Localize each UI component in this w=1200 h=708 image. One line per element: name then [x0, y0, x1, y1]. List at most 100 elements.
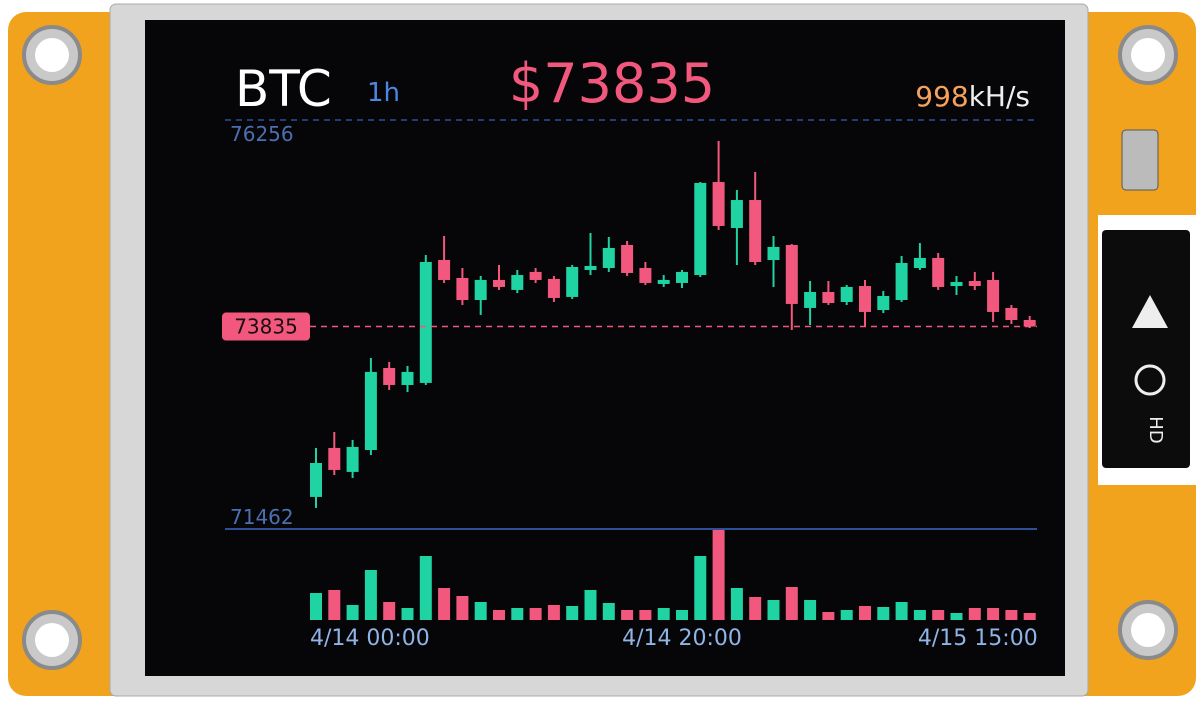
candle-body [346, 446, 359, 472]
volume-bar [749, 597, 762, 620]
volume-bar [474, 602, 487, 620]
sticker-icon [1134, 364, 1166, 396]
candle-body [767, 246, 780, 261]
candle-body [547, 278, 560, 298]
candle-body [639, 268, 652, 283]
candle-body [621, 244, 634, 273]
label-sticker [1102, 230, 1190, 468]
volume-bar [401, 608, 414, 620]
volume-bar [639, 610, 652, 620]
current-price-tag [222, 312, 310, 341]
candle-body [804, 291, 817, 308]
candle-body [968, 280, 981, 287]
candle-body [730, 200, 743, 229]
volume-bar [657, 608, 670, 620]
volume-bar [346, 605, 359, 620]
resistor [1121, 129, 1159, 191]
mount-hole [35, 38, 69, 72]
candle-body [419, 261, 432, 383]
volume-bar [877, 607, 890, 620]
candle-body [401, 371, 414, 385]
candle-body [913, 257, 926, 269]
candle-body [364, 371, 377, 450]
candle-body [694, 182, 707, 276]
volume-bar [1023, 613, 1036, 620]
volume-bar [676, 610, 688, 620]
candle-body [840, 286, 853, 302]
candle-body [895, 262, 908, 301]
volume-bar [419, 556, 432, 620]
candle-body [950, 282, 963, 287]
candle-body [529, 271, 542, 280]
volume-bar [383, 602, 396, 620]
x-tick-label: 4/14 00:00 [310, 626, 430, 651]
mount-hole [35, 623, 69, 657]
volume-bar [566, 606, 579, 620]
volume-bar [602, 603, 615, 620]
candle-body [712, 182, 725, 226]
mount-hole [1131, 613, 1165, 647]
candle-body [676, 271, 688, 283]
volume-bar [493, 610, 505, 620]
volume-bar [310, 593, 322, 620]
candle-body [456, 278, 469, 301]
volume-bar [895, 602, 908, 620]
volume-bar [1005, 610, 1018, 620]
hashrate-value: 998 [915, 80, 968, 113]
volume-bar [584, 590, 597, 620]
ticker: BTC [235, 60, 332, 118]
price: $73835 [509, 52, 715, 115]
volume-bar [438, 588, 451, 620]
sticker-icon [1132, 295, 1168, 328]
candle-body [584, 265, 597, 270]
volume-bar [712, 530, 725, 620]
volume-bar [456, 596, 469, 620]
volume-bar [694, 556, 707, 620]
hashrate: 998kH/s [915, 80, 1030, 113]
candle-body [657, 279, 670, 284]
volume-bar [529, 608, 542, 620]
volume-bar [804, 600, 817, 620]
candle-body [822, 291, 835, 304]
mount-hole [1131, 38, 1165, 72]
candle-body [438, 260, 451, 280]
volume-bar [621, 610, 634, 620]
volume-bar [328, 590, 341, 620]
y-tick-label: 76256 [230, 122, 294, 146]
volume-bar [950, 613, 963, 620]
x-tick-label: 4/14 20:00 [622, 626, 742, 651]
candle-body [310, 462, 322, 497]
volume-bar [840, 610, 853, 620]
volume-bar [859, 606, 871, 620]
volume-bar [511, 608, 524, 620]
screen [145, 20, 1065, 676]
candle-body [877, 296, 890, 310]
candle-body [566, 266, 579, 297]
volume-bar [547, 605, 560, 620]
candle-body [328, 447, 341, 470]
volume-bar [968, 608, 981, 620]
interval: 1h [367, 78, 400, 108]
candle-body [602, 247, 615, 269]
volume-bar [987, 608, 1000, 620]
hashrate-unit: kH/s [969, 80, 1030, 113]
volume-bar [364, 570, 377, 620]
current-price-label: 73835 [234, 315, 298, 339]
x-tick-label: 4/15 15:00 [918, 626, 1038, 651]
candle-body [511, 275, 524, 290]
volume-bar [822, 612, 835, 620]
volume-bar [767, 600, 780, 620]
candle-body [749, 200, 762, 262]
candle-body [1005, 307, 1018, 320]
candle-body [987, 279, 1000, 312]
volume-bar [913, 610, 926, 620]
volume-bar [730, 588, 743, 620]
candle-body [474, 279, 487, 301]
candle-body [859, 286, 871, 312]
candle-body [1023, 319, 1036, 327]
volume-bar [932, 610, 945, 620]
sticker-text: HD [1145, 416, 1166, 443]
y-tick-label: 71462 [230, 505, 294, 529]
